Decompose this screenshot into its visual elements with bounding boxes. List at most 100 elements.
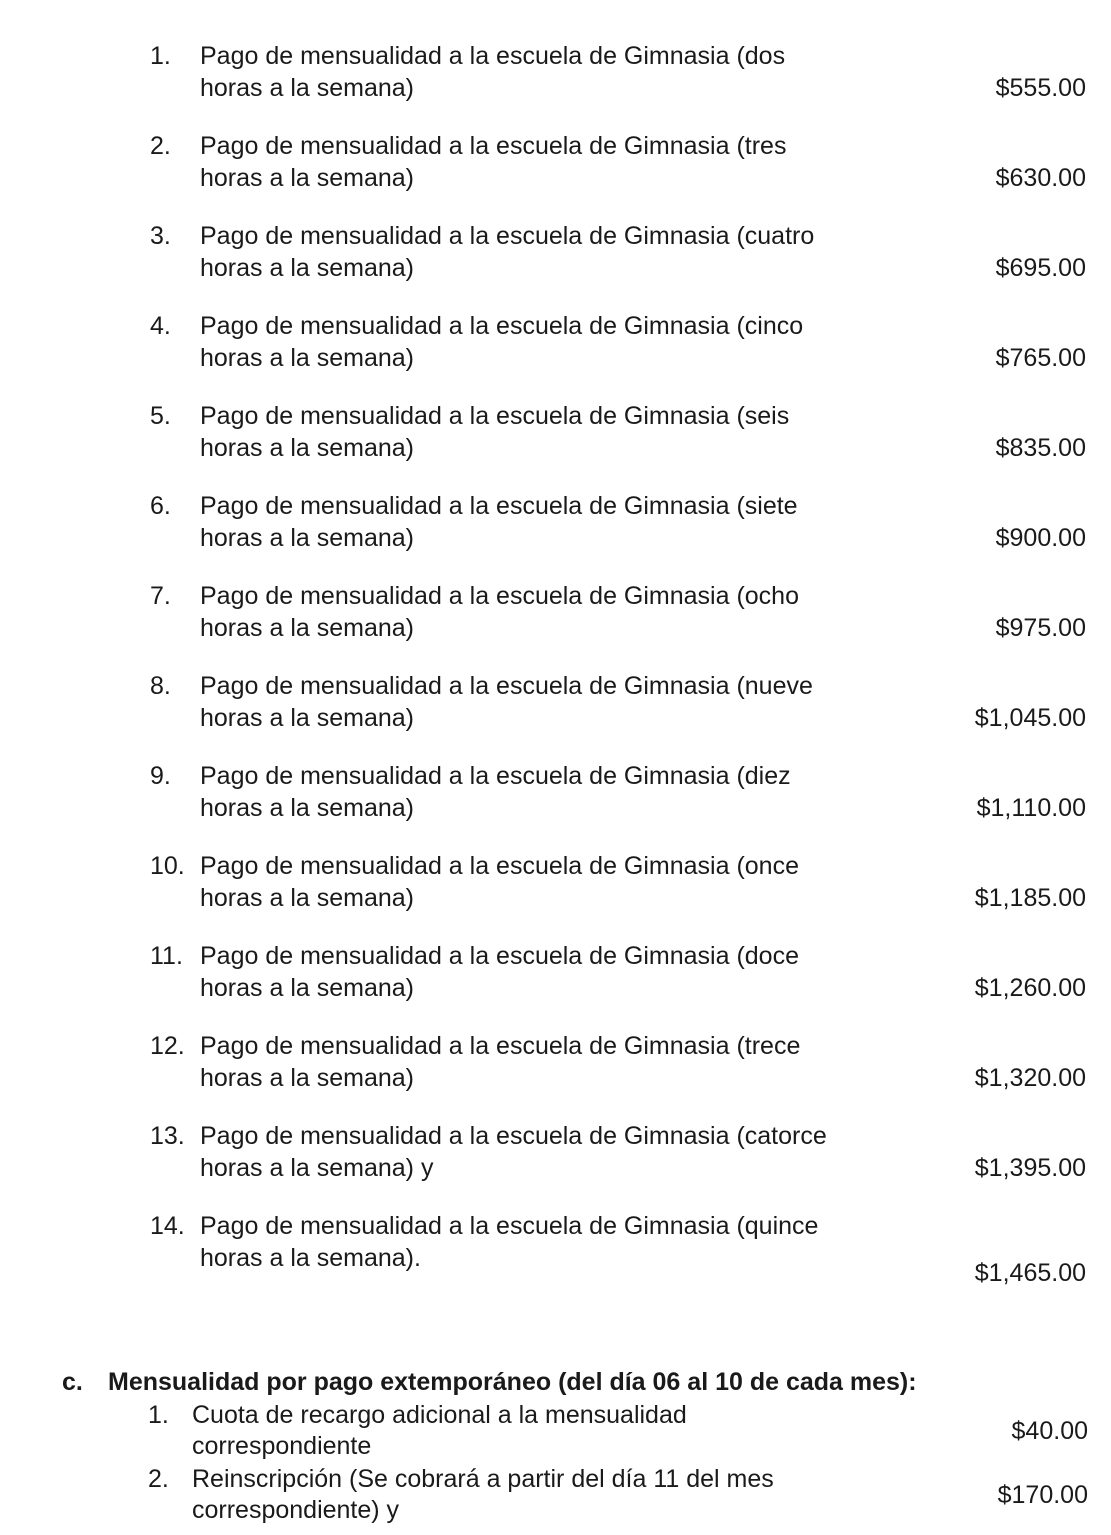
item-number: 2.	[150, 132, 171, 160]
item-price: $835.00	[995, 434, 1086, 462]
item-price: $1,185.00	[974, 884, 1086, 912]
description-line: correspondiente	[192, 1432, 372, 1460]
item-price: $40.00	[1011, 1417, 1088, 1445]
item-price: $1,110.00	[976, 794, 1086, 822]
description-line: horas a la semana)	[200, 254, 415, 282]
fee-item: 1. Cuota de recargo adicional a la mensua…	[148, 1400, 1102, 1464]
item-price: $1,395.00	[974, 1154, 1086, 1182]
description-line: Pago de mensualidad a la escuela de Gimn…	[200, 42, 786, 70]
description-line: Pago de mensualidad a la escuela de Gimn…	[200, 132, 787, 160]
fee-item: 8. Pago de mensualidad a la escuela de Gi…	[150, 670, 1090, 760]
description-line: Pago de mensualidad a la escuela de Gimn…	[200, 942, 799, 970]
description-line: horas a la semana)	[200, 974, 415, 1002]
item-price: $555.00	[995, 74, 1086, 102]
item-price: $765.00	[995, 344, 1086, 372]
item-price: $900.00	[995, 524, 1086, 552]
description-line: Pago de mensualidad a la escuela de Gimn…	[200, 492, 798, 520]
item-number: 9.	[150, 762, 171, 790]
fee-item: 9. Pago de mensualidad a la escuela de Gi…	[150, 760, 1090, 850]
item-price: $1,260.00	[974, 974, 1086, 1002]
description-line: horas a la semana)	[200, 614, 415, 642]
description-line: horas a la semana)	[200, 344, 415, 372]
item-number: 4.	[150, 312, 171, 340]
item-number: 2.	[148, 1465, 169, 1493]
item-price: $170.00	[997, 1481, 1088, 1509]
description-line: Pago de mensualidad a la escuela de Gimn…	[200, 852, 799, 880]
item-price: $975.00	[995, 614, 1086, 642]
item-description: Pago de mensualidad a la escuela de Gimn…	[200, 1030, 900, 1094]
section-heading: c. Mensualidad por pago extemporáneo (de…	[62, 1366, 1102, 1400]
description-line: horas a la semana)	[200, 794, 415, 822]
item-price: $695.00	[995, 254, 1086, 282]
item-description: Cuota de recargo adicional a la mensuali…	[192, 1400, 892, 1462]
item-description: Pago de mensualidad a la escuela de Gimn…	[200, 1210, 900, 1274]
item-description: Pago de mensualidad a la escuela de Gimn…	[200, 490, 900, 554]
item-number: 3.	[150, 222, 171, 250]
description-line: Reinscripción (Se cobrará a partir del d…	[192, 1465, 774, 1493]
description-line: horas a la semana)	[200, 1064, 415, 1092]
fee-list: 1. Pago de mensualidad a la escuela de Gi…	[150, 40, 1090, 1300]
description-line: Pago de mensualidad a la escuela de Gimn…	[200, 222, 815, 250]
description-line: Pago de mensualidad a la escuela de Gimn…	[200, 402, 790, 430]
fee-item: 1. Pago de mensualidad a la escuela de Gi…	[150, 40, 1090, 130]
description-line: Pago de mensualidad a la escuela de Gimn…	[200, 582, 799, 610]
description-line: horas a la semana) y	[200, 1154, 434, 1182]
section-title: Mensualidad por pago extemporáneo (del d…	[108, 1368, 917, 1396]
item-description: Pago de mensualidad a la escuela de Gimn…	[200, 1120, 900, 1184]
description-line: Pago de mensualidad a la escuela de Gimn…	[200, 312, 804, 340]
description-line: horas a la semana)	[200, 434, 415, 462]
item-number: 1.	[150, 42, 171, 70]
item-description: Pago de mensualidad a la escuela de Gimn…	[200, 940, 900, 1004]
description-line: correspondiente) y	[192, 1496, 400, 1524]
description-line: Pago de mensualidad a la escuela de Gimn…	[200, 672, 813, 700]
fee-item: 4. Pago de mensualidad a la escuela de Gi…	[150, 310, 1090, 400]
item-price: $630.00	[995, 164, 1086, 192]
description-line: Pago de mensualidad a la escuela de Gimn…	[200, 1032, 801, 1060]
description-line: horas a la semana).	[200, 1244, 421, 1272]
item-price: $1,045.00	[974, 704, 1086, 732]
item-number: 6.	[150, 492, 171, 520]
fee-item: 12. Pago de mensualidad a la escuela de G…	[150, 1030, 1090, 1120]
fee-item: 14. Pago de mensualidad a la escuela de G…	[150, 1210, 1090, 1300]
item-description: Pago de mensualidad a la escuela de Gimn…	[200, 310, 900, 374]
item-description: Pago de mensualidad a la escuela de Gimn…	[200, 580, 900, 644]
section-c: c. Mensualidad por pago extemporáneo (de…	[62, 1366, 1102, 1528]
description-line: Pago de mensualidad a la escuela de Gimn…	[200, 1122, 827, 1150]
fee-item: 10. Pago de mensualidad a la escuela de G…	[150, 850, 1090, 940]
description-line: horas a la semana)	[200, 884, 415, 912]
fee-item: 2. Pago de mensualidad a la escuela de Gi…	[150, 130, 1090, 220]
description-line: Pago de mensualidad a la escuela de Gimn…	[200, 1212, 819, 1240]
description-line: horas a la semana)	[200, 74, 415, 102]
item-number: 5.	[150, 402, 171, 430]
fee-item: 11. Pago de mensualidad a la escuela de G…	[150, 940, 1090, 1030]
item-description: Pago de mensualidad a la escuela de Gimn…	[200, 400, 900, 464]
item-description: Reinscripción (Se cobrará a partir del d…	[192, 1464, 892, 1526]
fee-item: 6. Pago de mensualidad a la escuela de Gi…	[150, 490, 1090, 580]
description-line: Cuota de recargo adicional a la mensuali…	[192, 1401, 687, 1429]
item-number: 7.	[150, 582, 171, 610]
item-number: 8.	[150, 672, 171, 700]
fee-item: 13. Pago de mensualidad a la escuela de G…	[150, 1120, 1090, 1210]
fee-item: 2. Reinscripción (Se cobrará a partir del…	[148, 1464, 1102, 1528]
description-line: horas a la semana)	[200, 164, 415, 192]
section-letter: c.	[62, 1368, 83, 1396]
item-number: 11.	[150, 942, 183, 970]
fee-item: 3. Pago de mensualidad a la escuela de Gi…	[150, 220, 1090, 310]
item-description: Pago de mensualidad a la escuela de Gimn…	[200, 760, 900, 824]
fee-item: 7. Pago de mensualidad a la escuela de Gi…	[150, 580, 1090, 670]
item-number: 14.	[150, 1212, 185, 1240]
item-price: $1,320.00	[974, 1064, 1086, 1092]
item-number: 10.	[150, 852, 185, 880]
description-line: horas a la semana)	[200, 704, 415, 732]
item-number: 1.	[148, 1401, 169, 1429]
item-description: Pago de mensualidad a la escuela de Gimn…	[200, 850, 900, 914]
item-description: Pago de mensualidad a la escuela de Gimn…	[200, 40, 900, 104]
item-description: Pago de mensualidad a la escuela de Gimn…	[200, 670, 900, 734]
item-description: Pago de mensualidad a la escuela de Gimn…	[200, 220, 900, 284]
item-price: $1,465.00	[974, 1259, 1086, 1287]
item-description: Pago de mensualidad a la escuela de Gimn…	[200, 130, 900, 194]
description-line: Pago de mensualidad a la escuela de Gimn…	[200, 762, 791, 790]
description-line: horas a la semana)	[200, 524, 415, 552]
item-number: 12.	[150, 1032, 185, 1060]
fee-item: 5. Pago de mensualidad a la escuela de Gi…	[150, 400, 1090, 490]
